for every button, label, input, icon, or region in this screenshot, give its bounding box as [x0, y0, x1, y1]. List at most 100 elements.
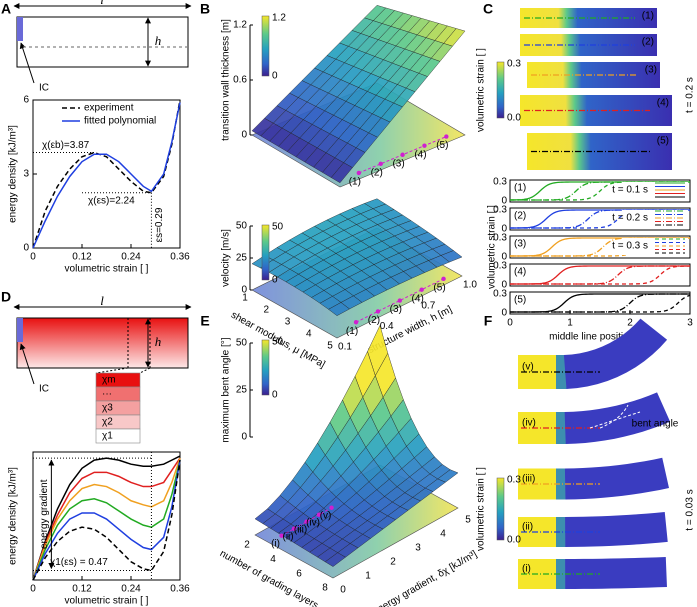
- colorbar-label: 0.3: [507, 475, 521, 486]
- y-tick-label: 0.3: [493, 289, 507, 300]
- colorbar-label: 0.0: [507, 113, 521, 124]
- y-tick-label: 0: [340, 585, 346, 596]
- point-label: (1): [346, 326, 358, 337]
- layer-label: χ1: [102, 431, 113, 442]
- plot-label: (5): [514, 295, 526, 306]
- x-axis-label: volumetric strain [ ]: [65, 264, 149, 275]
- sample-point: [400, 152, 405, 157]
- colorbar-label: 0: [272, 390, 278, 401]
- strain-profile: [510, 293, 690, 313]
- strain-front: [556, 559, 566, 589]
- point-label: (2): [368, 315, 380, 326]
- series-line: [32, 102, 181, 249]
- x-tick-label: 3: [285, 317, 291, 328]
- annotation: energy gradient: [39, 479, 50, 549]
- sample-point: [316, 512, 322, 517]
- length-label: l: [100, 293, 104, 308]
- z-tick-label: 0.6: [233, 75, 247, 86]
- colorbar-label: 1.2: [272, 13, 286, 24]
- layer-label: ···: [102, 389, 112, 400]
- angle-ref: [589, 411, 641, 429]
- ic-label: IC: [39, 83, 49, 94]
- surface-cell: [324, 552, 346, 567]
- y-tick-label: 0: [23, 243, 29, 254]
- x-tick-label: 0: [30, 252, 36, 263]
- z-tick-label: 25: [236, 385, 248, 396]
- z-tick-label: 0: [241, 285, 247, 296]
- image-label: (5): [657, 136, 669, 147]
- y-tick-label: 4: [440, 529, 446, 540]
- structure: [16, 16, 189, 68]
- image-label: (2): [642, 37, 654, 48]
- plot-label: (1): [514, 183, 526, 194]
- ic-arrow: [19, 343, 35, 385]
- strain-front: [556, 355, 567, 389]
- y-tick-label: 0: [501, 280, 507, 291]
- x-tick-label: 6: [296, 568, 302, 579]
- strain-front: [556, 412, 566, 444]
- panel-label: A: [1, 1, 11, 17]
- strain-front: [556, 468, 566, 500]
- strain-profile: [510, 293, 690, 313]
- x-tick-label: 0.24: [121, 584, 141, 595]
- series-line: [32, 457, 181, 581]
- height-label: h: [155, 33, 162, 48]
- sample-point: [441, 276, 446, 282]
- x-tick-label: 4: [306, 329, 312, 340]
- ic-arrow: [19, 42, 35, 84]
- x-tick-label: 5: [327, 341, 333, 352]
- x-tick-label: 0.24: [121, 252, 141, 263]
- x-tick-label: 2: [627, 318, 633, 329]
- surface-cell: [328, 302, 350, 316]
- image-label: (3): [645, 65, 657, 76]
- panel-label: B: [200, 1, 210, 17]
- bent-bar: [556, 457, 670, 500]
- y-tick-label: 0: [501, 308, 507, 319]
- sample-point: [419, 287, 424, 292]
- z-tick-label: 50: [236, 221, 248, 232]
- plot-frame: [509, 263, 691, 287]
- y-tick-label: 2: [390, 557, 396, 568]
- legend-label: t = 0.1 s: [612, 185, 648, 196]
- sample-point: [304, 519, 309, 524]
- grading-layer: [95, 428, 141, 444]
- point-path: [355, 278, 444, 323]
- point-label: (i): [271, 538, 280, 549]
- y-tick-label: 3: [415, 543, 421, 554]
- x-tick-label: 0.12: [72, 252, 92, 263]
- x-axis-label: middle line position [m]: [549, 332, 651, 343]
- layer-guide: [95, 367, 129, 374]
- x-tick-label: 1: [242, 293, 248, 304]
- plot-frame: [509, 291, 691, 315]
- panel-label: F: [484, 313, 493, 329]
- plot-frame: [509, 235, 691, 259]
- y-axis-label: energy density [kJ/m³]: [8, 125, 19, 223]
- sample-point: [279, 533, 284, 538]
- strain-image: [520, 34, 657, 56]
- colorbar-label: 0: [272, 275, 278, 286]
- point-label: (iii): [294, 524, 307, 535]
- y-tick-label: 0.3: [493, 177, 507, 188]
- sample-point: [444, 134, 449, 139]
- sample-point: [353, 320, 359, 325]
- annotation: χ1(εs) = 0.47: [50, 557, 108, 568]
- z-tick-label: 0: [241, 432, 247, 443]
- bar-label: (ii): [522, 522, 533, 533]
- series-line: [32, 455, 181, 581]
- y-tick-label: 0: [501, 196, 507, 207]
- series-line: [32, 459, 181, 581]
- strain-profile: [510, 265, 690, 285]
- y-tick-label: 1.0: [463, 280, 477, 291]
- sample-point: [356, 170, 362, 176]
- y-axis-label: volumetric strain [ ]: [487, 205, 498, 289]
- x-tick-label: 0: [507, 318, 513, 329]
- colorbar: [261, 339, 270, 396]
- x-tick-label: 8: [322, 583, 328, 594]
- point-label: (2): [371, 168, 383, 179]
- layer-label: χ2: [102, 417, 113, 428]
- y-axis-label: energy density [kJ/m³]: [8, 467, 19, 565]
- colorbar: [261, 224, 270, 281]
- x-tick-label: 1: [567, 318, 573, 329]
